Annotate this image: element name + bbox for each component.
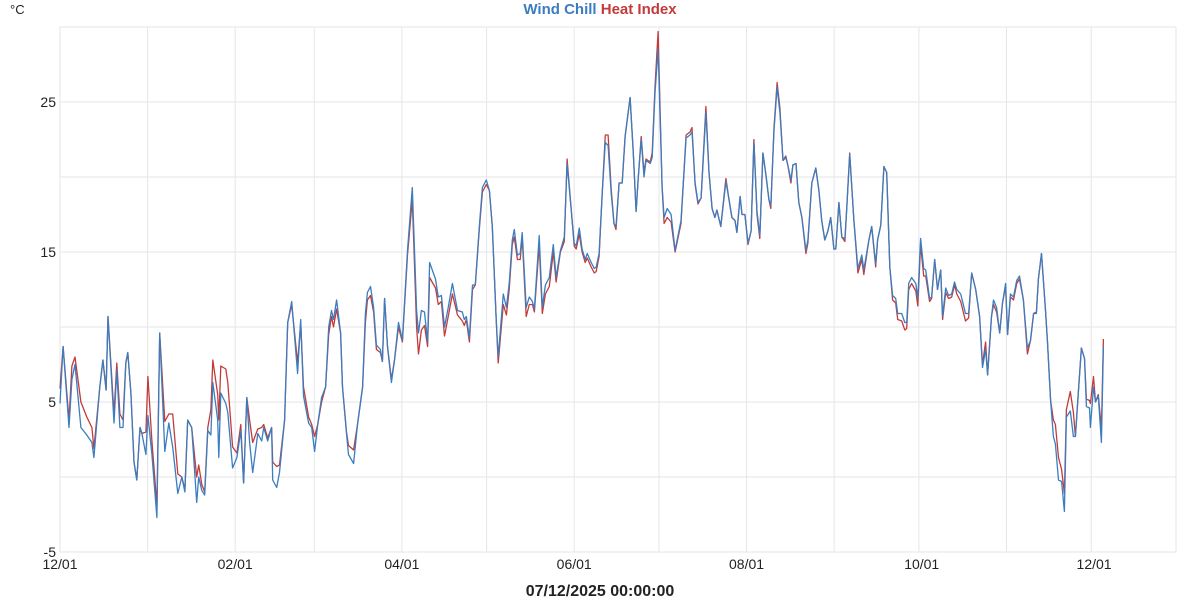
x-tick-label: 06/01 [557, 556, 592, 572]
x-axis-ticks: 12/01 02/01 04/01 06/01 08/01 10/01 12/01 [42, 556, 1111, 572]
x-tick-label: 12/01 [42, 556, 77, 572]
legend-wind-chill[interactable]: Wind Chill [523, 1, 597, 18]
grid [59, 26, 1177, 553]
legend-heat-index[interactable]: Heat Index [600, 1, 677, 18]
chart-title: Wind Chill Heat Index [0, 0, 1200, 20]
x-tick-label: 10/01 [904, 556, 939, 572]
x-tick-label: 12/01 [1077, 556, 1112, 572]
heat-index-line [59, 30, 1105, 507]
y-axis-unit: °C [10, 2, 25, 17]
x-tick-label: 04/01 [384, 556, 419, 572]
x-tick-label: 08/01 [729, 556, 764, 572]
x-tick-label: 02/01 [218, 556, 253, 572]
y-tick-label: 25 [40, 94, 56, 110]
y-tick-label: 5 [48, 394, 56, 410]
series-lines [59, 30, 1105, 519]
y-tick-label: 15 [40, 244, 56, 260]
x-axis-timestamp: 07/12/2025 00:00:00 [525, 583, 675, 600]
y-axis-ticks: -5 5 15 25 [40, 94, 56, 560]
wind-chill-line [59, 48, 1105, 519]
y-tick-label: -5 [44, 544, 57, 560]
